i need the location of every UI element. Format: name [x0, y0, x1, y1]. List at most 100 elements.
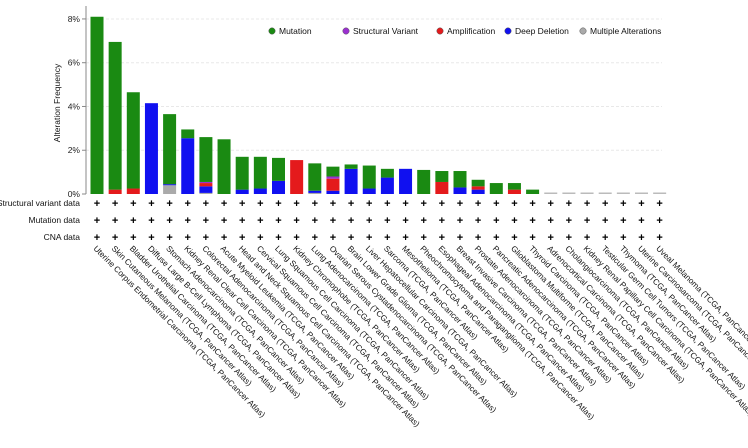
bar-mutation[interactable]: [163, 114, 177, 185]
bar-mutation[interactable]: [108, 41, 122, 190]
profile-marker: +: [312, 232, 318, 244]
profile-marker: +: [130, 198, 136, 210]
profile-marker: +: [257, 215, 263, 227]
bar-mutation[interactable]: [435, 171, 449, 182]
bar-mutation[interactable]: [417, 169, 431, 194]
profile-marker: +: [94, 198, 100, 210]
bar-deep-deletion[interactable]: [453, 187, 467, 194]
legend-marker: [504, 27, 512, 35]
profile-marker: +: [348, 198, 354, 210]
bar-mutation[interactable]: [217, 139, 231, 194]
bar-empty[interactable]: [544, 192, 558, 195]
profile-marker: +: [402, 215, 408, 227]
bar-mutation[interactable]: [199, 137, 213, 182]
bar-mutation[interactable]: [326, 166, 340, 177]
bar-mutation[interactable]: [453, 171, 467, 188]
bar-deep-deletion[interactable]: [399, 168, 413, 194]
bar-multiple-alterations[interactable]: [308, 192, 322, 194]
bar-deep-deletion[interactable]: [471, 189, 485, 194]
profile-marker: +: [584, 198, 590, 210]
profile-row-label: CNA data: [44, 232, 81, 242]
bar-deep-deletion[interactable]: [362, 188, 376, 194]
bar-structural-variant[interactable]: [199, 181, 213, 184]
bar-empty[interactable]: [598, 192, 612, 195]
bar-mutation[interactable]: [380, 168, 394, 178]
profile-marker: +: [239, 215, 245, 227]
bar-deep-deletion[interactable]: [144, 103, 158, 194]
profile-marker: +: [257, 232, 263, 244]
profile-marker: +: [420, 232, 426, 244]
bar-amplification[interactable]: [471, 186, 485, 190]
profile-marker: +: [112, 215, 118, 227]
profile-marker: +: [620, 215, 626, 227]
profile-marker: +: [566, 232, 572, 244]
bar-mutation[interactable]: [90, 16, 104, 194]
profile-marker: +: [548, 198, 554, 210]
bar-multiple-alterations[interactable]: [199, 192, 213, 194]
bar-mutation[interactable]: [507, 183, 521, 190]
bar-amplification[interactable]: [199, 183, 213, 187]
profile-marker: +: [638, 232, 644, 244]
bar-mutation[interactable]: [526, 189, 540, 194]
bar-mutation[interactable]: [181, 129, 195, 139]
profile-marker: +: [275, 215, 281, 227]
bar-amplification[interactable]: [290, 160, 304, 194]
gridlines: [86, 18, 662, 151]
bar-mutation[interactable]: [272, 157, 285, 181]
profile-marker: +: [148, 215, 154, 227]
profile-marker: +: [511, 215, 517, 227]
profile-marker: +: [420, 215, 426, 227]
legend-marker: [579, 27, 587, 35]
bar-empty[interactable]: [635, 192, 648, 195]
y-tick-label: 8%: [68, 14, 81, 24]
bar-deep-deletion[interactable]: [163, 184, 177, 186]
profile-marker: +: [402, 232, 408, 244]
bar-empty[interactable]: [653, 192, 667, 195]
bar-mutation[interactable]: [235, 156, 249, 190]
bar-mutation[interactable]: [308, 163, 322, 191]
profile-marker: +: [257, 198, 263, 210]
profile-marker: +: [475, 215, 481, 227]
profile-marker: +: [312, 198, 318, 210]
bar-deep-deletion[interactable]: [181, 138, 195, 194]
bar-amplification[interactable]: [126, 188, 140, 194]
bar-deep-deletion[interactable]: [272, 180, 285, 194]
profile-marker: +: [384, 198, 390, 210]
bar-empty[interactable]: [616, 192, 630, 195]
bar-amplification[interactable]: [435, 181, 449, 194]
bar-deep-deletion[interactable]: [199, 186, 213, 193]
bar-amplification[interactable]: [507, 189, 521, 194]
legend-marker: [268, 27, 276, 35]
bar-deep-deletion[interactable]: [235, 189, 249, 194]
y-tick-label: 6%: [68, 58, 81, 68]
bar-empty[interactable]: [580, 192, 594, 195]
bar-mutation[interactable]: [362, 165, 376, 189]
bar-deep-deletion[interactable]: [308, 190, 322, 193]
bar-multiple-alterations[interactable]: [163, 185, 177, 194]
profile-marker: +: [493, 232, 499, 244]
profile-marker: +: [130, 215, 136, 227]
bar-mutation[interactable]: [253, 156, 267, 189]
profile-marker: +: [312, 215, 318, 227]
y-tick-label: 4%: [68, 101, 81, 111]
bar-mutation[interactable]: [471, 179, 485, 187]
bar-deep-deletion[interactable]: [344, 168, 358, 194]
profile-marker: +: [548, 232, 554, 244]
bar-mutation[interactable]: [344, 164, 358, 169]
profile-marker: +: [275, 232, 281, 244]
bar-deep-deletion[interactable]: [253, 188, 267, 194]
y-axis-label: Alteration Frequency: [52, 63, 62, 142]
bar-structural-variant[interactable]: [326, 176, 340, 179]
bar-mutation[interactable]: [489, 183, 503, 194]
legend-label: Amplification: [447, 26, 495, 36]
profile-marker: +: [602, 198, 608, 210]
bar-mutation[interactable]: [126, 92, 140, 189]
bar-amplification[interactable]: [108, 189, 122, 194]
profile-marker: +: [112, 198, 118, 210]
bar-amplification[interactable]: [326, 178, 340, 191]
bar-deep-deletion[interactable]: [326, 190, 340, 194]
bar-empty[interactable]: [562, 192, 576, 195]
profile-marker: +: [511, 198, 517, 210]
bar-deep-deletion[interactable]: [380, 177, 394, 194]
